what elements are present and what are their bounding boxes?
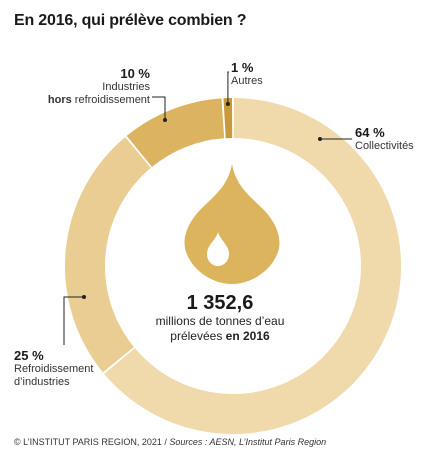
slice-autres [223,98,233,139]
total-block: 1 352,6 millions de tonnes d’eau prélevé… [120,292,320,344]
slice-name-industries-1: Industries [102,81,150,93]
slice-value-autres: 1 % [231,60,254,75]
footer-sources: Sources : AESN, L’Institut Paris Region [169,437,327,447]
slice-name-refroidissement-1: Refroidissement [14,363,94,375]
chart-title: En 2016, qui prélève combien ? [14,12,247,29]
slice-label-industries: 10 % Industries hors refroidissement [30,66,150,107]
slice-value-industries: 10 % [120,66,150,81]
slice-collectivites [104,98,402,434]
slice-value-refroidissement: 25 % [14,348,44,363]
leader-line-autres [227,71,229,104]
slice-value-collectivites: 64 % [355,125,385,140]
slice-name-industries-bold: hors [47,94,72,106]
total-value: 1 352,6 [186,292,254,314]
leader-line-industries [152,96,166,120]
slice-name-collectivites: Collectivités [355,140,414,152]
slice-label-refroidissement: 25 % Refroidissement d’industries [14,348,93,389]
slice-name-autres: Autres [231,75,263,87]
slice-name-refroidissement-2: d’industries [14,376,70,388]
slice-label-autres: 1 % Autres [231,60,263,88]
total-line-2-bold: en 2016 [225,329,270,343]
slice-refroidissement [65,137,151,373]
water-drop-icon [184,164,280,284]
footer-credit: © L’INSTITUT PARIS REGION, 2021 / Source… [14,437,326,447]
footer-copyright: © L’INSTITUT PARIS REGION, 2021 / [14,437,170,447]
slice-label-collectivites: 64 % Collectivités [355,125,414,153]
total-line-1: millions de tonnes d’eau [155,314,285,328]
leader-line-refroidissement [63,296,84,345]
slice-name-industries-2: refroidissement [71,94,150,106]
total-line-2: prélevées [170,329,223,343]
slice-industries [126,98,225,167]
